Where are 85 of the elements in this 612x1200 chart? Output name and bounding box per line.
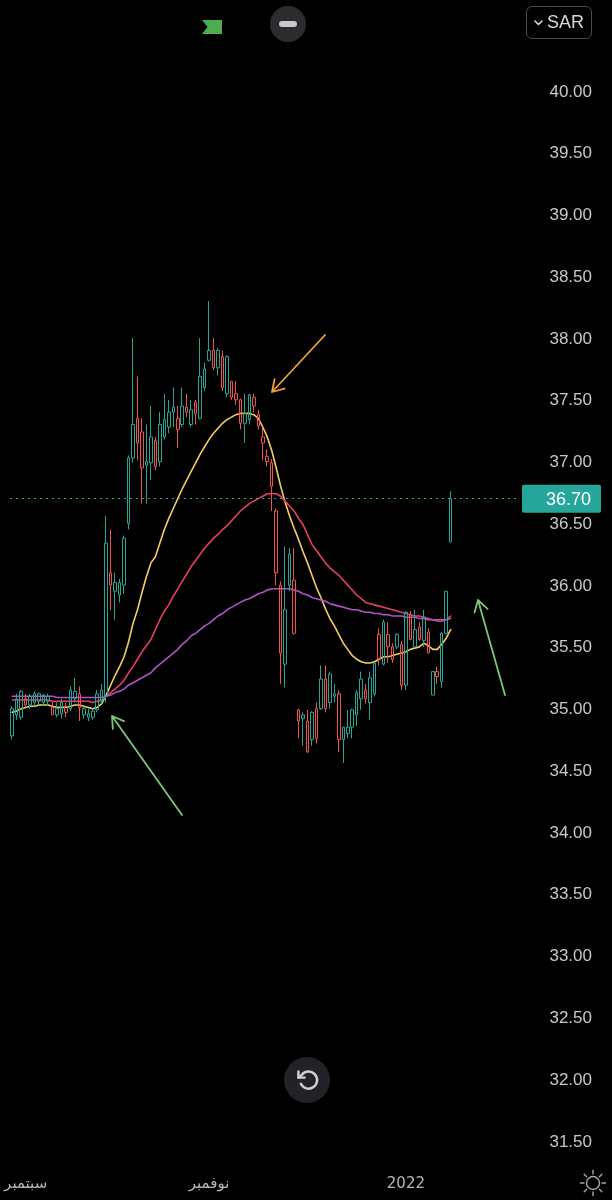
y-tick-label: 38.50 [549, 266, 592, 286]
candlestick [24, 693, 27, 710]
y-tick-label: 36.00 [549, 575, 592, 595]
candlestick [435, 666, 439, 685]
candlestick [337, 689, 341, 753]
candlestick [409, 610, 412, 640]
candlestick [283, 546, 287, 689]
line-series [11, 588, 452, 699]
candlestick [431, 671, 435, 696]
candlestick [288, 547, 291, 592]
candlestick [194, 399, 197, 426]
y-tick-label: 33.00 [549, 946, 592, 966]
candlestick [19, 689, 23, 721]
candlestick [328, 671, 332, 710]
candlestick [404, 610, 408, 691]
candlestick [377, 627, 381, 666]
y-tick-label: 40.00 [549, 81, 592, 101]
candlestick [257, 409, 260, 430]
y-tick-label: 34.00 [549, 822, 592, 842]
candlestick [154, 436, 157, 471]
candlestick [292, 547, 296, 636]
candlestick [297, 708, 300, 739]
x-tick-label: سبتمبر [3, 1173, 48, 1192]
candlestick [310, 710, 314, 747]
ref-line-label: 36.70 [546, 488, 592, 509]
line-series [11, 492, 452, 704]
x-tick-label: 2022 [386, 1173, 426, 1192]
candlestick [189, 399, 193, 428]
y-tick-label: 31.50 [549, 1131, 592, 1151]
candlestick [279, 580, 282, 685]
candlestick [221, 349, 224, 392]
candlestick [386, 621, 390, 664]
y-tick-label: 35.00 [549, 699, 592, 719]
candlestick [55, 701, 59, 718]
candlestick [185, 393, 188, 418]
candlestick [395, 632, 399, 650]
y-axis-title: SAR [546, 12, 584, 33]
y-tick-label: 34.50 [549, 760, 592, 780]
candlestick [261, 426, 265, 461]
y-tick-label: 32.50 [549, 1007, 592, 1027]
line-series [11, 412, 452, 714]
y-tick-label: 37.50 [549, 390, 592, 410]
candlestick [28, 693, 32, 710]
candlestick [413, 609, 417, 648]
y-tick-label: 33.50 [549, 884, 592, 904]
candlestick [400, 640, 403, 691]
y-tick-label: 36.50 [549, 513, 592, 533]
x-tick-label: نوفمبر [187, 1173, 230, 1192]
candlestick [274, 508, 278, 586]
candlestick [82, 705, 86, 720]
y-tick-label: 32.00 [549, 1069, 592, 1089]
y-tick-label: 39.50 [549, 143, 592, 163]
candlestick [109, 529, 112, 611]
candlestick [382, 619, 385, 666]
candlestick [212, 337, 215, 371]
candlestick [243, 393, 247, 444]
candlestick [306, 709, 309, 754]
candlestick [364, 683, 367, 705]
candlestick [104, 515, 108, 703]
candlestick [225, 354, 229, 398]
candlestick [324, 664, 327, 713]
y-tick-label: 39.00 [549, 205, 592, 225]
candlestick [418, 621, 421, 642]
candlestick [37, 692, 41, 706]
candlestick [176, 405, 180, 449]
candlestick [180, 386, 184, 428]
y-tick-label: 35.50 [549, 637, 592, 657]
candlestick [301, 711, 305, 747]
candlestick [51, 700, 54, 716]
candlestick [422, 609, 426, 648]
candlestick [252, 393, 256, 413]
candlestick [198, 337, 202, 421]
y-tick-label: 37.00 [549, 452, 592, 472]
candlestick [216, 347, 220, 376]
candlestick [265, 448, 269, 468]
candlestick [113, 572, 117, 621]
candlestick [319, 664, 323, 711]
candlestick [78, 685, 81, 722]
candlestick [315, 701, 318, 744]
candlestick [207, 300, 211, 363]
candlestick [270, 458, 273, 512]
candlestick [427, 627, 430, 654]
y-tick-label: 38.00 [549, 328, 592, 348]
candlestick [46, 693, 50, 707]
candlestick [64, 701, 68, 718]
